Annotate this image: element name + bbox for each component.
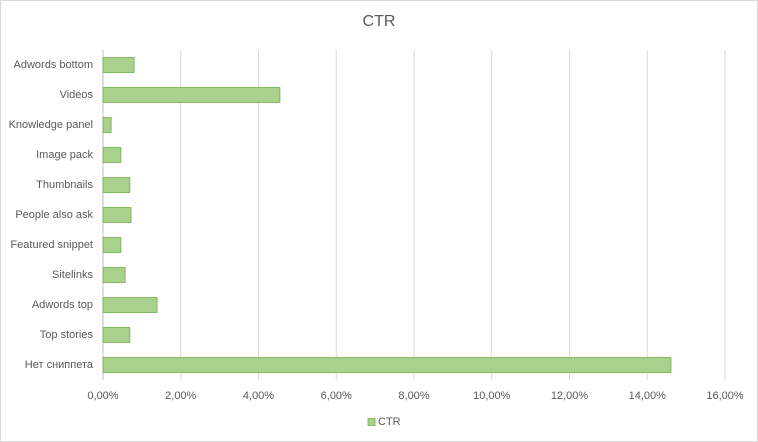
y-tick-label: Featured snippet [10, 239, 93, 251]
x-tick-label: 6,00% [321, 390, 352, 402]
bar [102, 207, 132, 223]
bar [102, 147, 122, 163]
x-tick-label: 4,00% [243, 390, 274, 402]
x-tick-label: 14,00% [629, 390, 667, 402]
y-tick-label: Adwords top [32, 299, 93, 311]
x-tick-label: 0,00% [87, 390, 118, 402]
bar [102, 57, 135, 73]
x-tick-label: 16,00% [706, 390, 744, 402]
bar [102, 87, 281, 103]
y-tick-label: Knowledge panel [9, 119, 93, 131]
bar [102, 297, 158, 313]
bar [102, 327, 131, 343]
legend-swatch [367, 418, 376, 426]
y-tick-label: Image pack [36, 149, 93, 161]
bar [102, 177, 131, 193]
y-tick-label: Sitelinks [52, 269, 93, 281]
y-tick-label: Thumbnails [36, 179, 93, 191]
x-tick-label: 2,00% [165, 390, 196, 402]
y-tick-label: People also ask [15, 209, 93, 221]
y-tick-label: Нет сниппета [25, 359, 94, 371]
bar [102, 357, 672, 373]
y-tick-label: Top stories [40, 329, 94, 341]
bar [102, 267, 126, 283]
x-tick-label: 10,00% [473, 390, 511, 402]
x-tick-label: 12,00% [551, 390, 589, 402]
y-tick-label: Videos [60, 89, 94, 101]
legend-label: CTR [378, 416, 401, 428]
bar [102, 237, 122, 253]
y-tick-label: Adwords bottom [14, 59, 93, 71]
chart-title: CTR [363, 13, 396, 30]
bar [102, 117, 112, 133]
x-tick-label: 8,00% [398, 390, 429, 402]
